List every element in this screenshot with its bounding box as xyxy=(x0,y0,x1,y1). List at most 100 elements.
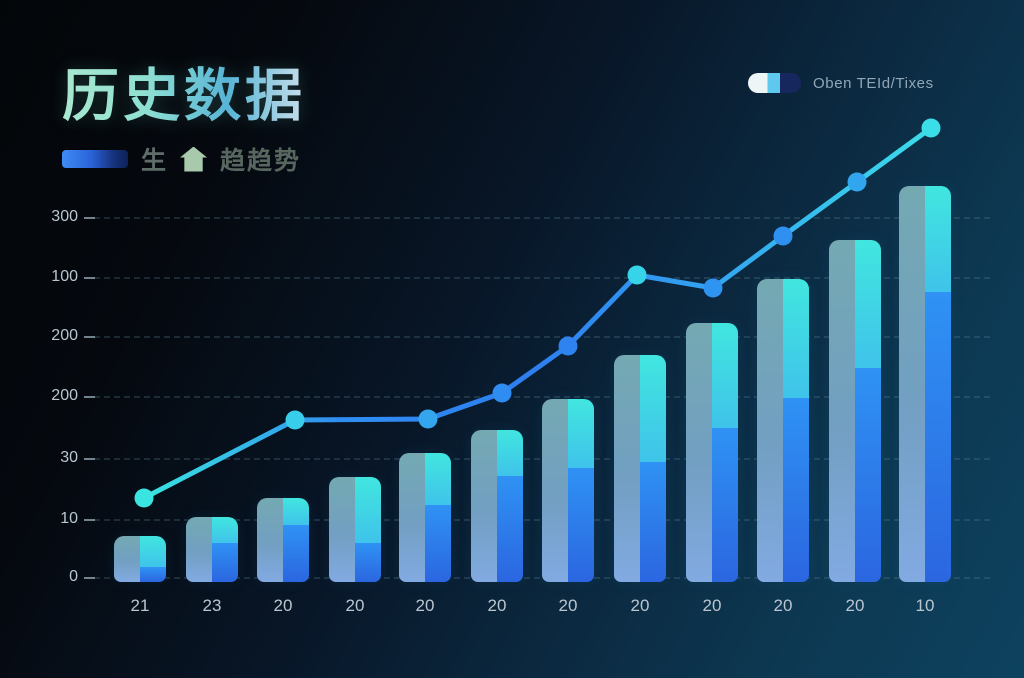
bar-cyan-segment xyxy=(140,536,166,567)
x-axis-label: 20 xyxy=(630,596,650,615)
bar-bright-half xyxy=(140,536,166,582)
bar-blue-segment xyxy=(212,543,238,582)
bar-cyan-segment xyxy=(925,186,951,292)
bar-bright-half xyxy=(640,355,666,582)
bar-muted-half xyxy=(257,498,283,582)
bar-bright-half xyxy=(783,279,809,582)
bar-cyan-segment xyxy=(855,240,881,368)
bar-muted-half xyxy=(757,279,783,582)
y-axis-tick xyxy=(84,577,95,579)
bar-bright-half xyxy=(283,498,309,582)
bar-bright-half xyxy=(568,399,594,582)
gridline xyxy=(94,217,990,219)
bar xyxy=(399,453,451,582)
bar-bright-half xyxy=(212,517,238,582)
y-axis-tick xyxy=(84,519,95,521)
y-axis-label: 0 xyxy=(69,568,78,585)
x-axis-label: 20 xyxy=(487,596,507,615)
bar-bright-half xyxy=(712,323,738,582)
bar-muted-half xyxy=(686,323,712,582)
bar-blue-segment xyxy=(140,567,166,582)
bar-muted-half xyxy=(614,355,640,582)
x-axis-label: 20 xyxy=(273,596,293,615)
bar-bright-half xyxy=(925,186,951,582)
line-marker xyxy=(773,226,793,246)
y-axis-tick xyxy=(84,217,95,219)
bar-bright-half xyxy=(497,430,523,582)
bar-blue-segment xyxy=(497,476,523,582)
bar-muted-half xyxy=(329,477,355,582)
y-axis-label: 200 xyxy=(51,327,78,344)
bar-blue-segment xyxy=(925,292,951,582)
x-axis-label: 23 xyxy=(202,596,222,615)
bar xyxy=(471,430,523,582)
bar-muted-half xyxy=(899,186,925,582)
line-legend-label: Oben TEId/Tixes xyxy=(813,74,934,92)
bar-cyan-segment xyxy=(783,279,809,398)
bar-muted-half xyxy=(471,430,497,582)
x-axis-label: 20 xyxy=(345,596,365,615)
bar-bright-half xyxy=(355,477,381,582)
y-axis-tick xyxy=(84,396,95,398)
bar-cyan-segment xyxy=(425,453,451,505)
bar xyxy=(542,399,594,582)
line-marker xyxy=(418,409,438,429)
bar-muted-half xyxy=(829,240,855,582)
trend-line xyxy=(141,125,934,501)
line-marker xyxy=(492,383,512,403)
bar xyxy=(899,186,951,582)
bar xyxy=(329,477,381,582)
y-axis-label: 100 xyxy=(51,268,78,285)
bar-blue-segment xyxy=(425,505,451,582)
y-axis-label: 200 xyxy=(51,387,78,404)
x-axis-label: 20 xyxy=(702,596,722,615)
y-axis-label: 30 xyxy=(60,449,78,466)
line-marker xyxy=(134,488,154,508)
line-marker xyxy=(847,172,867,192)
bar-cyan-segment xyxy=(283,498,309,525)
line-marker xyxy=(285,410,305,430)
bar xyxy=(186,517,238,582)
line-marker xyxy=(703,278,723,298)
bar-cyan-segment xyxy=(212,517,238,543)
bar-blue-segment xyxy=(783,398,809,582)
y-axis-label: 10 xyxy=(60,510,78,527)
bar xyxy=(614,355,666,582)
y-axis-label: 300 xyxy=(51,208,78,225)
bar-series-swatch xyxy=(62,150,128,168)
line-marker xyxy=(627,265,647,285)
bar xyxy=(257,498,309,582)
bar-blue-segment xyxy=(640,462,666,582)
x-axis-label: 20 xyxy=(415,596,435,615)
line-marker xyxy=(558,336,578,356)
bar xyxy=(757,279,809,582)
x-axis-label: 20 xyxy=(845,596,865,615)
x-axis-label: 21 xyxy=(130,596,150,615)
x-axis-label: 10 xyxy=(915,596,935,615)
line-series-swatch xyxy=(748,73,801,93)
bar-cyan-segment xyxy=(712,323,738,428)
y-axis-tick xyxy=(84,336,95,338)
bar-cyan-segment xyxy=(355,477,381,543)
bar-blue-segment xyxy=(855,368,881,582)
bar-blue-segment xyxy=(283,525,309,582)
y-axis-tick xyxy=(84,458,95,460)
line-marker xyxy=(921,118,941,138)
bar-blue-segment xyxy=(712,428,738,582)
bar-bright-half xyxy=(855,240,881,582)
bar-cyan-segment xyxy=(497,430,523,476)
bar xyxy=(829,240,881,582)
bar-blue-segment xyxy=(355,543,381,582)
bar-muted-half xyxy=(542,399,568,582)
x-axis-label: 20 xyxy=(773,596,793,615)
bar xyxy=(114,536,166,582)
page-title: 历史数据 xyxy=(62,50,306,132)
bar-cyan-segment xyxy=(568,399,594,468)
bar-muted-half xyxy=(399,453,425,582)
bar-cyan-segment xyxy=(640,355,666,462)
bar-blue-segment xyxy=(568,468,594,582)
x-axis-label: 20 xyxy=(558,596,578,615)
bar-muted-half xyxy=(186,517,212,582)
